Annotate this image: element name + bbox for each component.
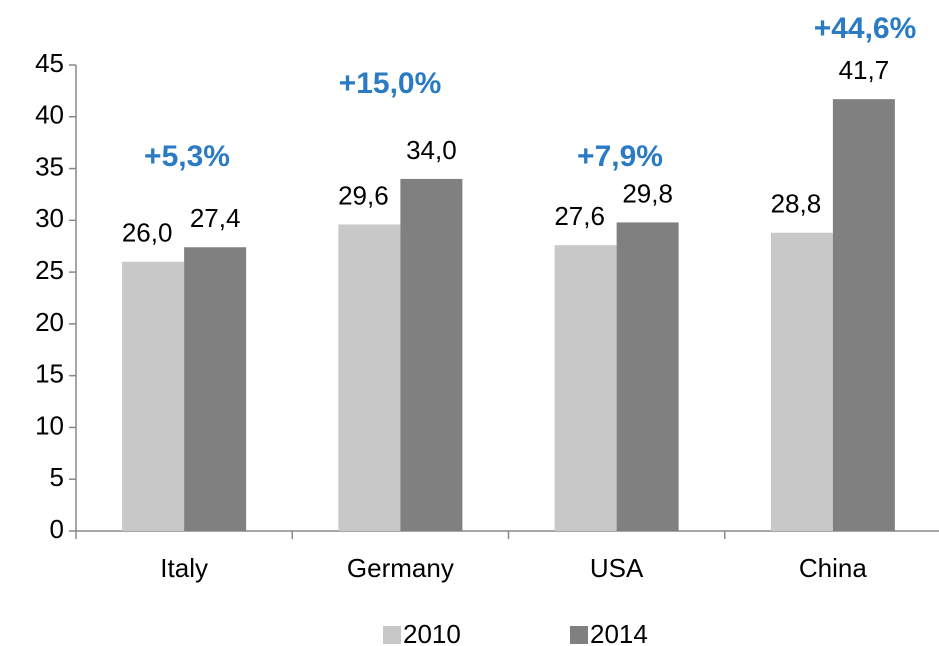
annotation: +7,9%: [577, 140, 663, 173]
value-label: 28,8: [771, 189, 822, 219]
x-tick-label: Germany: [347, 553, 454, 583]
y-tick-label: 0: [50, 514, 64, 544]
legend-swatch: [570, 626, 588, 644]
y-tick-label: 30: [35, 203, 64, 233]
bar: [338, 224, 401, 531]
value-label: 29,8: [622, 178, 673, 208]
bar: [770, 232, 833, 531]
y-tick-label: 25: [35, 255, 64, 285]
y-tick-label: 35: [35, 151, 64, 181]
bar: [184, 247, 247, 531]
legend-swatch: [383, 626, 401, 644]
bar: [616, 222, 679, 531]
x-tick-label: China: [799, 553, 867, 583]
value-label: 41,7: [839, 55, 890, 85]
legend-label: 2014: [590, 619, 648, 646]
x-tick-label: Italy: [160, 553, 208, 583]
value-label: 34,0: [406, 135, 457, 165]
bar: [400, 178, 463, 531]
annotation: +15,0%: [339, 67, 442, 100]
y-tick-label: 10: [35, 410, 64, 440]
x-tick-label: USA: [590, 553, 644, 583]
value-label: 27,4: [190, 203, 241, 233]
annotation: +44,6%: [814, 12, 917, 45]
value-label: 27,6: [554, 201, 605, 231]
legend-label: 2010: [403, 619, 461, 646]
y-tick-label: 20: [35, 307, 64, 337]
y-tick-label: 15: [35, 359, 64, 389]
bar: [832, 99, 895, 531]
annotation: +5,3%: [144, 140, 230, 173]
y-tick-label: 45: [35, 48, 64, 78]
value-label: 29,6: [338, 180, 389, 210]
y-tick-label: 5: [50, 462, 64, 492]
bar: [554, 245, 617, 532]
bar: [122, 261, 185, 531]
value-label: 26,0: [122, 218, 173, 248]
y-tick-label: 40: [35, 100, 64, 130]
